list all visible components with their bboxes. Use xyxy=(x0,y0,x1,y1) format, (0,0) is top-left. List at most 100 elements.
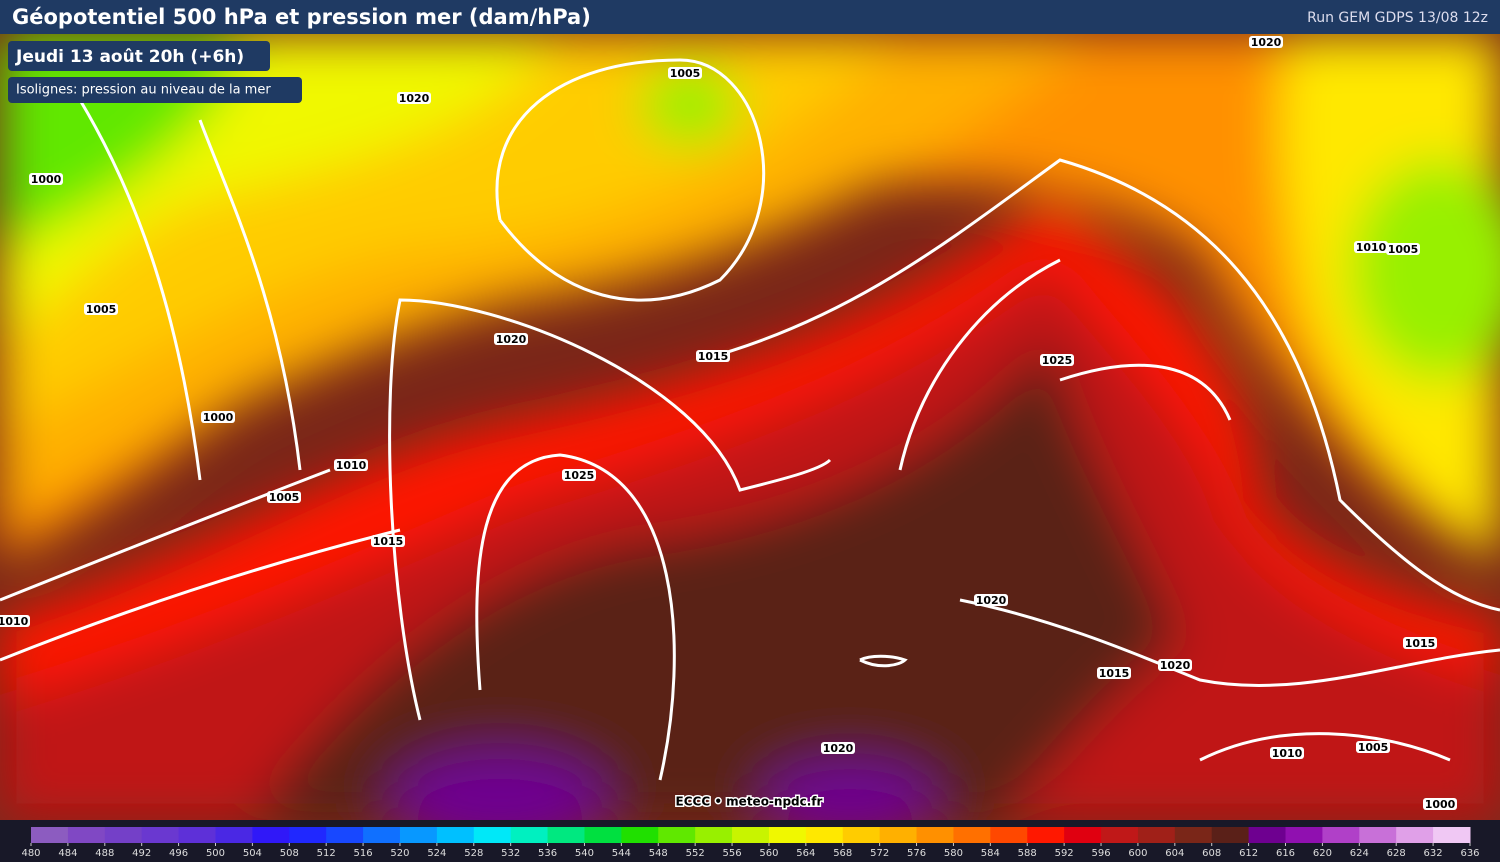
isobar-label-bg xyxy=(696,350,730,362)
colorbar-segment xyxy=(695,827,733,843)
isobar-label: 1025 xyxy=(564,469,595,482)
colorbar-segment xyxy=(1396,827,1434,843)
isobar-label: 1025 xyxy=(1042,354,1073,367)
colorbar-label: 596 xyxy=(1091,848,1110,859)
isobar-label: 1005 xyxy=(670,67,701,80)
colorbar-label: 500 xyxy=(206,848,225,859)
colorbar-segment xyxy=(399,827,438,843)
isobar-label: 1005 xyxy=(1358,741,1389,754)
isobar-label-bg xyxy=(1354,241,1388,253)
colorbar-label: 588 xyxy=(1018,848,1037,859)
isobar-label: 1015 xyxy=(1405,637,1436,650)
colorbar-segment xyxy=(1064,827,1102,843)
colorbar-label: 552 xyxy=(686,848,705,859)
isobar-label-bg xyxy=(267,491,301,503)
isobar-label: 1015 xyxy=(698,350,729,363)
colorbar-segment xyxy=(953,827,991,843)
colorbar-label: 624 xyxy=(1350,848,1369,859)
isobar-label: 1005 xyxy=(86,303,117,316)
colorbar-label: 620 xyxy=(1313,848,1332,859)
colorbar-label: 548 xyxy=(649,848,668,859)
colorbar-label: 492 xyxy=(132,848,151,859)
colorbar-label: 532 xyxy=(501,848,520,859)
colorbar-segment xyxy=(805,827,844,843)
colorbar-label: 628 xyxy=(1387,848,1406,859)
colorbar-label: 504 xyxy=(243,848,262,859)
colorbar-label: 496 xyxy=(169,848,188,859)
colorbar-label: 556 xyxy=(723,848,742,859)
isobar-label-bg xyxy=(0,615,30,627)
isobar-label: 1005 xyxy=(1388,243,1419,256)
colorbar-label: 528 xyxy=(464,848,483,859)
colorbar-segment xyxy=(473,827,512,843)
colorbar-segment xyxy=(916,827,954,843)
isobar-label: 1000 xyxy=(31,173,62,186)
colorbar-segment xyxy=(1137,827,1176,843)
credit: ECCC • meteo-npdc.fr xyxy=(676,795,823,809)
colorbar-label: 488 xyxy=(95,848,114,859)
isobar-label: 1015 xyxy=(1099,667,1130,680)
isobar-label: 1010 xyxy=(1356,241,1387,254)
isobar-label-bg xyxy=(371,535,405,547)
colorbar-segment xyxy=(1433,827,1471,843)
colorbar-label: 568 xyxy=(833,848,852,859)
colorbar-segment xyxy=(1211,827,1250,843)
colorbar-segment xyxy=(879,827,918,843)
colorbar-segment xyxy=(363,827,401,843)
colorbar-segment xyxy=(1285,827,1323,843)
isobar-label: 1010 xyxy=(336,459,367,472)
colorbar-label: 600 xyxy=(1128,848,1147,859)
isobar-label: 1000 xyxy=(203,411,234,424)
isobar-label-bg xyxy=(668,67,702,79)
colorbar-label: 616 xyxy=(1276,848,1295,859)
colorbar-label: 520 xyxy=(390,848,409,859)
isobar-label: 1020 xyxy=(1160,659,1191,672)
colorbar-label: 524 xyxy=(427,848,446,859)
colorbar-segment xyxy=(436,827,475,843)
isobar-label-bg xyxy=(821,742,855,754)
colorbar-label: 632 xyxy=(1424,848,1443,859)
isobar-label-bg xyxy=(1040,354,1074,366)
isobar-label-bg xyxy=(1249,36,1283,48)
colorbar-label: 508 xyxy=(280,848,299,859)
colorbar-segment xyxy=(289,827,327,843)
colorbar-label: 584 xyxy=(981,848,1000,859)
colorbar-segment xyxy=(1248,827,1287,843)
isobar-label-bg xyxy=(1423,798,1457,810)
colorbar-segment xyxy=(31,827,69,843)
subtitle: Isolignes: pression au niveau de la mer xyxy=(16,83,271,98)
isobar-label-bg xyxy=(1386,243,1420,255)
colorbar-label: 536 xyxy=(538,848,557,859)
colorbar-label: 484 xyxy=(58,848,77,859)
colorbar-segment xyxy=(141,827,180,843)
colorbar-segment xyxy=(1322,827,1360,843)
isobar-label: 1000 xyxy=(1425,798,1456,811)
colorbar-label: 608 xyxy=(1202,848,1221,859)
isobar-label-bg xyxy=(334,459,368,471)
colorbar-label: 604 xyxy=(1165,848,1184,859)
colorbar-segment xyxy=(990,827,1028,843)
isobar-label-bg xyxy=(29,173,63,185)
isobar-label-bg xyxy=(562,469,596,481)
colorbar-segment xyxy=(658,827,696,843)
isobar-label-bg xyxy=(84,303,118,315)
isobar-label: 1020 xyxy=(399,92,430,105)
colorbar-segment xyxy=(621,827,659,843)
colorbar-segment xyxy=(326,827,364,843)
map-field xyxy=(0,34,1500,850)
colorbar-segment xyxy=(1359,827,1397,843)
colorbar-segment xyxy=(584,827,622,843)
colorbar-segment xyxy=(510,827,549,843)
isobar-label-bg xyxy=(974,594,1008,606)
isobar-label: 1010 xyxy=(1272,747,1303,760)
colorbar-label: 512 xyxy=(317,848,336,859)
colorbar-segment xyxy=(1174,827,1213,843)
isobar-label: 1005 xyxy=(269,491,300,504)
isobar-label-bg xyxy=(1356,741,1390,753)
colorbar-label: 592 xyxy=(1055,848,1074,859)
run-info: Run GEM GDPS 13/08 12z xyxy=(1307,10,1488,26)
colorbar-label: 612 xyxy=(1239,848,1258,859)
date-badge xyxy=(8,41,270,71)
